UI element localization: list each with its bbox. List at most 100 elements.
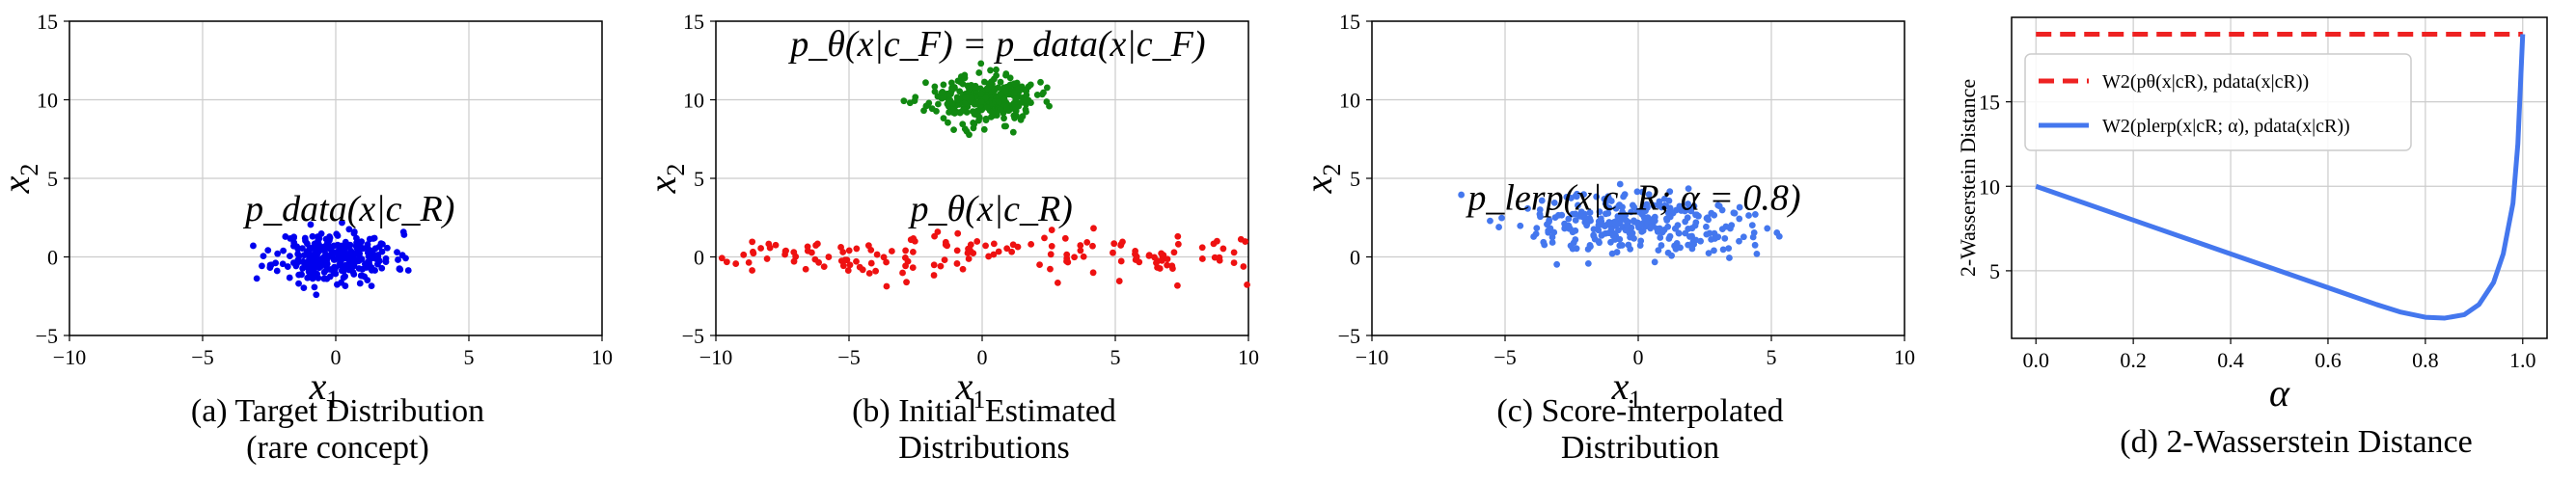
scatter-point	[1664, 249, 1672, 256]
scatter-point	[1726, 254, 1733, 261]
scatter-point	[1569, 228, 1576, 236]
scatter-point	[990, 75, 998, 83]
scatter-point	[1596, 208, 1603, 216]
scatter-point	[723, 258, 730, 266]
scatter-point	[339, 253, 345, 259]
scatter-point	[993, 66, 1000, 73]
scatter-point	[1764, 225, 1771, 232]
scatter-point	[1599, 231, 1606, 239]
scatter-point	[975, 113, 982, 120]
scatter-point	[902, 247, 909, 254]
scatter-point	[1198, 244, 1206, 252]
scatter-point	[378, 248, 386, 255]
scatter-point	[961, 99, 969, 107]
scatter-point	[959, 106, 967, 114]
scatter-point	[982, 242, 989, 250]
scatter-point	[323, 254, 331, 262]
scatter-point	[1575, 201, 1581, 209]
y-tick-label: 0	[47, 246, 58, 270]
scatter-point	[757, 245, 765, 252]
scatter-point	[1629, 201, 1636, 209]
scatter-point	[345, 226, 353, 233]
x-tick-label: 0.0	[2022, 348, 2049, 372]
scatter-point	[1047, 251, 1055, 258]
scatter-point	[845, 247, 853, 254]
y-axis-label: x2	[0, 164, 43, 195]
scatter-point	[841, 256, 849, 264]
scatter-point	[953, 260, 961, 267]
scatter-point	[1117, 257, 1125, 265]
scatter-point	[839, 262, 847, 270]
scatter-point	[1708, 209, 1715, 217]
scatter-point	[287, 253, 293, 260]
scatter-point	[1071, 254, 1078, 261]
scatter-point	[853, 245, 861, 253]
scatter-point	[1219, 245, 1227, 253]
scatter-point	[922, 79, 929, 87]
scatter-point	[1001, 88, 1009, 94]
scatter-point	[1616, 180, 1624, 188]
y-tick-label: 15	[37, 10, 58, 34]
scatter-point	[273, 267, 281, 275]
scatter-point	[930, 261, 938, 269]
scatter-point	[995, 98, 1002, 106]
scatter-point	[311, 283, 318, 291]
scatter-point	[718, 254, 726, 262]
scatter-point	[253, 275, 260, 282]
annotation-label: p_data(x|c_R)	[242, 189, 454, 229]
scatter-point	[1012, 95, 1020, 103]
scatter-point	[997, 91, 1004, 98]
scatter-point	[1682, 229, 1689, 237]
scatter-point	[323, 266, 330, 274]
scatter-point	[1021, 86, 1028, 94]
scatter-point	[1645, 191, 1653, 199]
scatter-point	[1495, 224, 1502, 230]
scatter-point	[781, 248, 789, 254]
scatter-point	[284, 263, 291, 270]
scatter-point	[264, 247, 272, 254]
scatter-point	[1164, 255, 1171, 263]
scatter-point	[1604, 193, 1612, 201]
scatter-point	[1132, 256, 1139, 263]
scatter-point	[873, 251, 881, 258]
scatter-point	[749, 267, 756, 274]
line-chart-wasserstein: 0.0 0.2 0.4 0.6 0.8 1.0 5 10 15 α 2-Wasserstein Di…	[1956, 16, 2548, 415]
scatter-point	[353, 234, 360, 242]
scatter-point	[1596, 219, 1603, 227]
scatter-point	[395, 256, 401, 263]
x-tick-label: 0.6	[2315, 348, 2342, 372]
scatter-point	[1745, 212, 1752, 219]
scatter-point	[1151, 254, 1158, 261]
scatter-point	[339, 219, 345, 227]
scatter-point	[1647, 223, 1655, 230]
scatter-point	[839, 249, 847, 255]
scatter-point	[1003, 245, 1011, 253]
scatter-point	[1003, 103, 1010, 111]
scatter-point	[359, 272, 367, 280]
scatter-point	[1028, 240, 1035, 248]
scatter-point	[1009, 128, 1017, 136]
y-tick-label: 5	[1989, 259, 2000, 283]
scatter-point	[1662, 202, 1670, 210]
scatter-point	[802, 265, 809, 273]
scatter-point	[1703, 223, 1710, 230]
x-axis-label: α	[2269, 371, 2290, 415]
scatter-point	[1740, 233, 1747, 241]
scatter-point	[1685, 233, 1693, 240]
panel-d: 0.0 0.2 0.4 0.6 0.8 1.0 5 10 15 α 2-Wasserstein Di…	[1956, 0, 2576, 482]
scatter-point	[342, 238, 349, 246]
scatter-point	[1633, 219, 1640, 227]
scatter-point	[846, 261, 854, 269]
scatter-point	[1580, 191, 1587, 198]
x-axis-label: x1	[1611, 364, 1642, 414]
scatter-point	[306, 244, 314, 252]
scatter-point	[883, 258, 890, 266]
scatter-point	[328, 249, 336, 256]
scatter-point	[1054, 280, 1061, 286]
scatter-point	[1174, 232, 1182, 240]
scatter-point	[1721, 234, 1729, 242]
scatter-point	[1666, 232, 1674, 240]
scatter-point	[1773, 229, 1781, 236]
scatter-point	[1548, 239, 1556, 246]
